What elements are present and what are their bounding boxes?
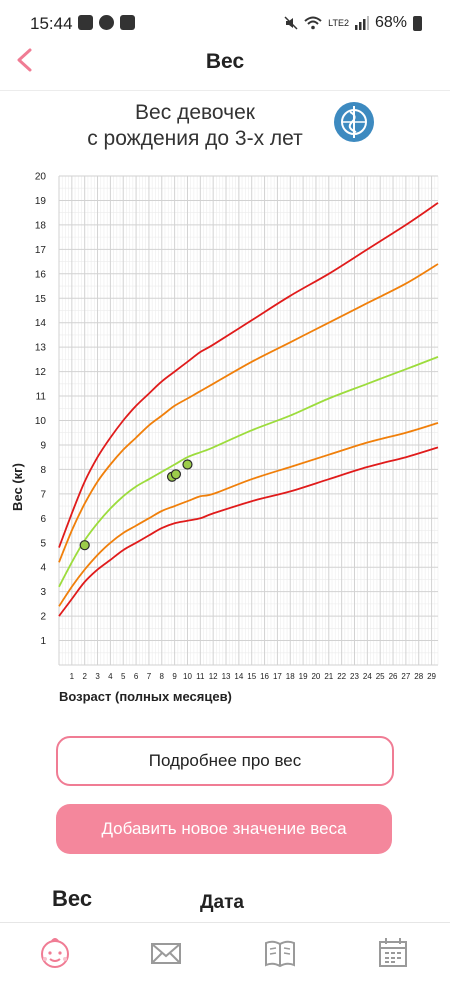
grid-major: [58, 175, 438, 666]
y-tick-label: 10: [35, 416, 47, 427]
x-tick-labels: 1 2 3 4 5 6 7 8 9 10 11 12 13 14 15 16 17 18 19 20 21 22 23 24 2…: [70, 672, 437, 681]
page-title: Вес: [205, 50, 245, 73]
x-tick-label: 27: [401, 672, 410, 681]
baby-face-icon[interactable]: [37, 935, 73, 971]
data-points: [79, 459, 193, 551]
percentile-curve-3: [58, 356, 439, 588]
x-tick-label: 26: [389, 672, 398, 681]
status-right: LTE2 68%: [284, 14, 422, 32]
percentile-curve-5: [58, 446, 439, 617]
x-tick-label: 3: [95, 672, 100, 681]
who-emblem-icon: [334, 102, 374, 142]
x-tick-label: 17: [273, 672, 282, 681]
y-tick-label: 13: [35, 343, 47, 354]
x-tick-label: 2: [82, 672, 87, 681]
more-about-weight-button[interactable]: Подробнее про вес: [56, 736, 394, 786]
signal-icon: [354, 16, 369, 30]
whatsapp-icon: [99, 15, 114, 30]
chart-title: Вес девочек с рождения до 3-х лет: [87, 101, 303, 150]
y-tick-label: 16: [35, 269, 47, 280]
y-tick-label: 12: [35, 367, 47, 378]
battery-icon: [413, 15, 422, 31]
y-tick-label: 19: [35, 196, 47, 207]
x-tick-label: 8: [160, 672, 165, 681]
x-tick-label: 9: [172, 672, 177, 681]
x-tick-label: 28: [414, 672, 423, 681]
weight-data-point[interactable]: [170, 469, 182, 480]
x-tick-label: 6: [134, 672, 139, 681]
x-tick-label: 14: [234, 672, 243, 681]
gallery-icon: [78, 15, 93, 30]
wifi-icon: [304, 16, 322, 30]
y-tick-label: 3: [40, 587, 46, 598]
x-tick-label: 19: [299, 672, 308, 681]
status-time: 15:44: [30, 14, 73, 33]
x-tick-label: 15: [247, 672, 256, 681]
y-tick-label: 1: [40, 636, 46, 647]
x-tick-label: 16: [260, 672, 269, 681]
x-tick-label: 20: [311, 672, 320, 681]
x-axis-label: Возраст (полных месяцев): [59, 689, 232, 704]
y-tick-label: 4: [40, 563, 46, 574]
app-notification-icon: [120, 15, 135, 30]
x-tick-label: 21: [324, 672, 333, 681]
x-tick-label: 12: [209, 672, 218, 681]
y-tick-label: 9: [40, 440, 46, 451]
y-tick-label: 7: [40, 489, 46, 500]
percentile-curve-2: [58, 263, 439, 563]
y-tick-label: 6: [40, 514, 46, 525]
calendar-icon[interactable]: [375, 935, 411, 971]
status-bar: 15:44 LTE2 68%: [0, 0, 450, 46]
mute-icon: [284, 16, 298, 30]
book-icon[interactable]: [262, 935, 298, 971]
y-axis-label: Вес (кг): [10, 463, 25, 511]
network-type-label: LTE2: [328, 17, 349, 28]
x-tick-label: 25: [376, 672, 385, 681]
column-header-weight: Вес: [52, 886, 93, 911]
x-tick-label: 1: [70, 672, 75, 681]
x-tick-label: 10: [183, 672, 192, 681]
add-weight-button[interactable]: Добавить новое значение веса: [56, 804, 392, 854]
x-tick-label: 13: [222, 672, 231, 681]
column-header-date: Дата: [200, 892, 244, 913]
x-tick-label: 7: [147, 672, 152, 681]
notification-icons: [78, 15, 135, 30]
percentile-curves: [58, 202, 439, 617]
weight-data-point[interactable]: [79, 540, 90, 551]
y-tick-label: 2: [40, 612, 46, 623]
x-tick-label: 11: [196, 672, 205, 681]
x-tick-label: 18: [286, 672, 295, 681]
y-tick-label: 8: [40, 465, 46, 476]
x-tick-label: 22: [337, 672, 346, 681]
y-tick-label: 18: [35, 220, 47, 231]
bottom-navigation: [0, 922, 450, 1001]
x-tick-label: 29: [427, 672, 436, 681]
y-tick-label: 11: [36, 392, 47, 403]
app-bar: Вес: [0, 46, 450, 91]
percentile-curve-1: [58, 202, 439, 548]
back-arrow-icon[interactable]: [12, 46, 48, 82]
battery-level: 68%: [374, 14, 407, 31]
x-tick-label: 23: [350, 672, 359, 681]
percentile-curve-4: [58, 422, 439, 607]
mail-icon[interactable]: [148, 935, 184, 971]
x-tick-label: 24: [363, 672, 372, 681]
y-tick-label: 15: [35, 294, 47, 305]
x-tick-label: 5: [121, 672, 126, 681]
weight-data-point[interactable]: [182, 459, 193, 470]
y-tick-label: 20: [35, 172, 47, 183]
y-tick-label: 5: [40, 538, 46, 549]
y-tick-label: 17: [35, 245, 47, 256]
y-tick-label: 14: [35, 318, 47, 329]
x-tick-label: 4: [108, 672, 113, 681]
